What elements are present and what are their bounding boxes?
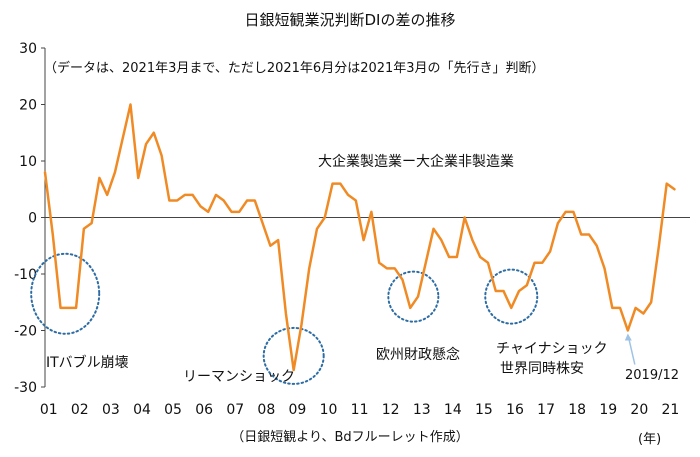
x-tick-label: 04 (133, 402, 151, 418)
x-tick-label: 16 (506, 402, 524, 418)
chart-title: 日銀短観業況判断DIの差の推移 (244, 11, 456, 29)
x-tick-label: 14 (444, 402, 462, 418)
x-tick-label: 02 (71, 402, 89, 418)
y-tick-label: 30 (19, 41, 37, 57)
x-axis-unit: (年) (638, 432, 662, 447)
y-tick-label: 10 (19, 154, 37, 170)
x-tick-label: 11 (351, 402, 369, 418)
arrow-head (624, 333, 632, 341)
annotation-it-bubble: ITバブル崩壊 (46, 355, 129, 371)
x-tick-label: 05 (164, 402, 182, 418)
annotation-circle (484, 268, 539, 325)
annotation-circle (387, 270, 440, 323)
series-layer (43, 103, 676, 372)
x-tick-label: 13 (413, 402, 431, 418)
x-tick-label: 18 (568, 402, 586, 418)
y-tick-label: -20 (14, 324, 37, 340)
annotation-2019-12: 2019/12 (625, 368, 680, 383)
annotation-china-shock: チャイナショック (496, 341, 608, 357)
x-tick-label: 09 (288, 402, 306, 418)
annotation-arrow (624, 333, 636, 365)
series-label: 大企業製造業ー大企業非製造業 (318, 154, 514, 170)
y-tick-label: 0 (28, 211, 37, 227)
x-tick-label: 20 (630, 402, 648, 418)
x-tick-label: 10 (320, 402, 338, 418)
x-tick-label: 15 (475, 402, 493, 418)
x-tick-label: 21 (662, 402, 680, 418)
x-tick-label: 01 (40, 402, 58, 418)
x-tick-label: 17 (537, 402, 555, 418)
annotation-circle (30, 252, 101, 335)
x-tick-label: 07 (226, 402, 244, 418)
x-tick-label: 19 (599, 402, 617, 418)
x-tick-label: 03 (102, 402, 120, 418)
x-tick-label: 08 (257, 402, 275, 418)
annotation-circles (30, 252, 539, 385)
y-tick-label: -30 (14, 380, 37, 396)
chart-subtitle: （データは、2021年3月まで、ただし2021年6月分は2021年3月の「先行き… (44, 61, 545, 76)
series-line (43, 103, 676, 372)
y-tick-label: 20 (19, 98, 37, 114)
x-axis-label: （日銀短観より、Bdフルーレット作成） (231, 430, 469, 445)
annotation-lehman: リーマンショック (183, 369, 295, 385)
y-tick-label: -10 (14, 267, 37, 283)
arrow-shaft (628, 338, 636, 365)
annotation-euro-crisis: 欧州財政懸念 (376, 347, 460, 363)
annotation-market-crash: 世界同時株安 (500, 361, 584, 377)
x-tick-label: 12 (382, 402, 400, 418)
x-tick-label: 06 (195, 402, 213, 418)
annotation-circle (262, 326, 325, 385)
